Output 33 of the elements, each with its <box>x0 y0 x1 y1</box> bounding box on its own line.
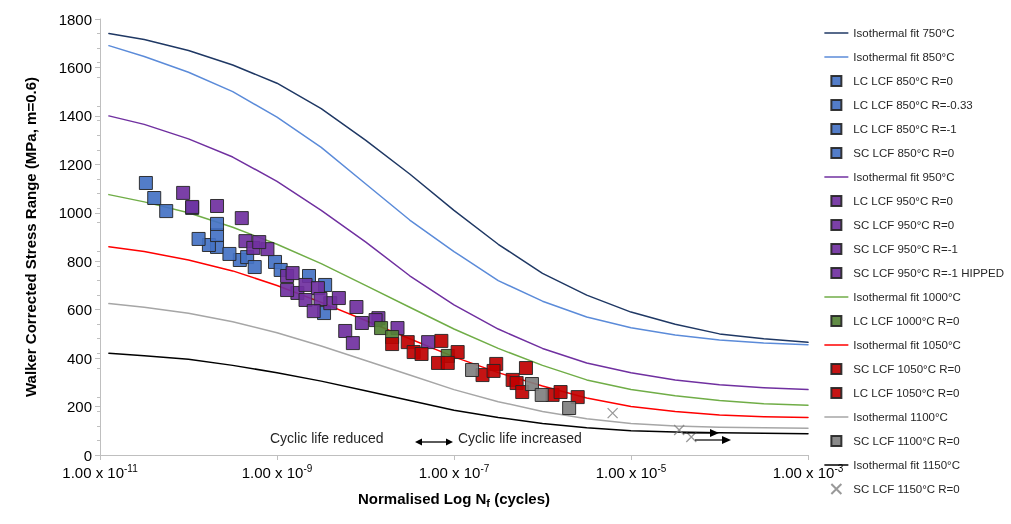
annotation: Cyclic life reduced <box>270 430 384 446</box>
legend-label: Isothermal fit 1050°C <box>853 339 961 351</box>
y-tick-label: 400 <box>66 349 92 367</box>
legend-label: LC LCF 850°C R=0 <box>853 75 953 87</box>
y-tick-label: 1000 <box>58 204 92 222</box>
legend-label: LC LCF 850°C R=-1 <box>853 123 957 135</box>
y-tick-label: 600 <box>66 301 92 319</box>
y-tick-label: 200 <box>66 398 92 416</box>
legend-label: LC LCF 1050°C R=0 <box>853 387 960 399</box>
legend-label: LC LCF 1000°C R=0 <box>853 315 960 327</box>
legend-label: LC LCF 950°C R=0 <box>853 195 953 207</box>
annotation: Cyclic life increased <box>458 430 582 446</box>
legend-label: Isothermal fit 1000°C <box>853 291 961 303</box>
legend-label: Isothermal fit 1150°C <box>853 459 961 471</box>
legend-label: SC LCF 850°C R=0 <box>853 147 955 159</box>
legend-label: SC LCF 950°C R=-1 <box>853 243 958 255</box>
y-tick-label: 0 <box>83 446 92 464</box>
y-tick-label: 1600 <box>58 58 92 76</box>
legend-label: Isothermal 1100°C <box>853 411 948 423</box>
y-axis-title: Walker Corrected Stress Range (MPa, m=0.6) <box>22 77 39 397</box>
legend-label: SC LCF 950°C R=0 <box>853 219 955 231</box>
legend-label: SC LCF 1050°C R=0 <box>853 363 961 375</box>
legend-label: Isothermal fit 850°C <box>853 51 955 63</box>
legend-label: Isothermal fit 950°C <box>853 171 955 183</box>
y-tick-label: 1800 <box>58 10 92 28</box>
legend-label: SC LCF 950°C R=-1 HIPPED <box>853 267 1005 279</box>
legend-label: Isothermal fit 750°C <box>853 27 955 39</box>
legend-label: LC LCF 850°C R=-0.33 <box>853 99 973 111</box>
y-tick-label: 1400 <box>58 107 92 125</box>
legend-label: SC LCF 1150°C R=0 <box>853 483 960 495</box>
legend-label: SC LCF 1100°C R=0 <box>853 435 960 447</box>
y-tick-label: 1200 <box>58 155 92 173</box>
y-tick-label: 800 <box>66 252 92 270</box>
